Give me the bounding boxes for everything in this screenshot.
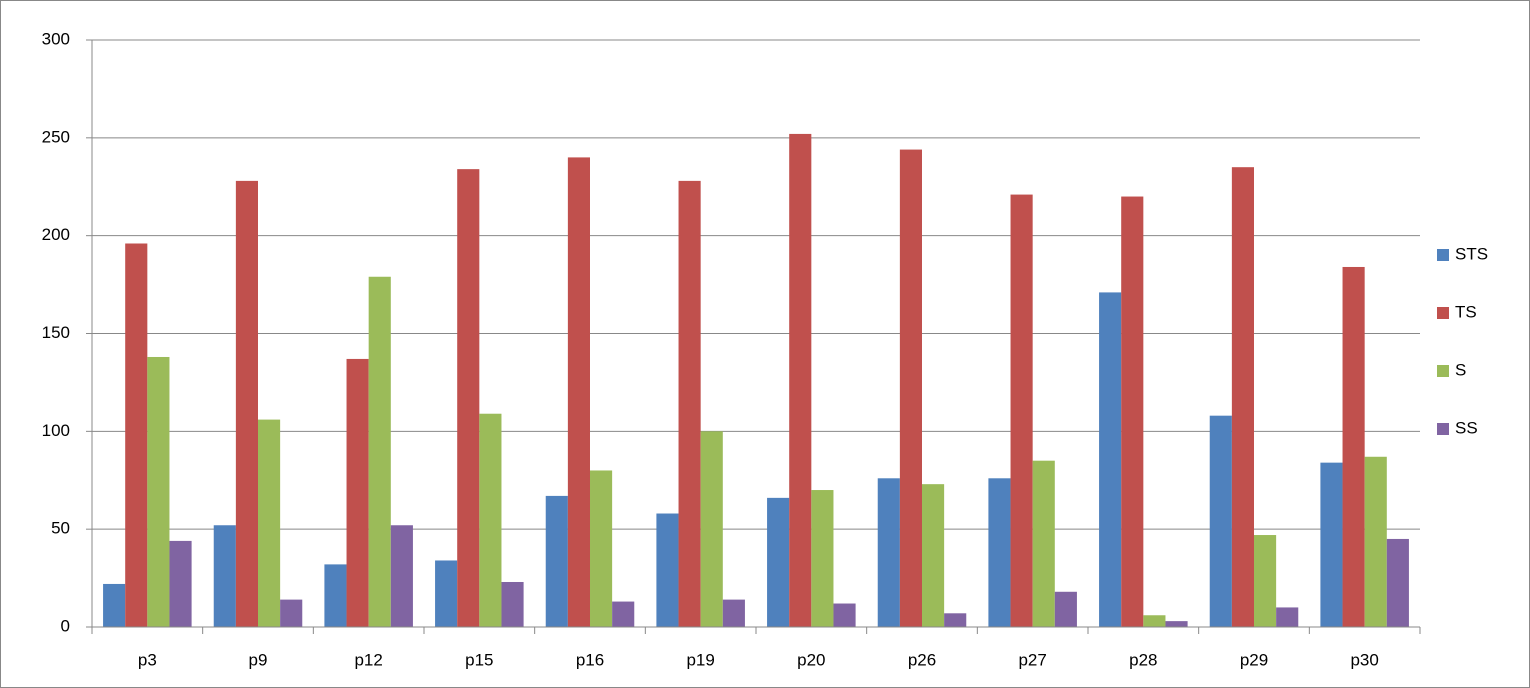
bar: [656, 514, 678, 627]
y-tick-label: 0: [61, 616, 70, 635]
bar: [723, 600, 745, 627]
bar: [546, 496, 568, 627]
bar: [1165, 621, 1187, 627]
legend-swatch: [1437, 249, 1449, 261]
bar: [568, 157, 590, 627]
bar: [236, 181, 258, 627]
legend-swatch: [1437, 423, 1449, 435]
bar: [1011, 195, 1033, 627]
bar: [612, 602, 634, 627]
bar: [369, 277, 391, 627]
bar: [1055, 592, 1077, 627]
y-tick-label: 250: [42, 127, 70, 146]
legend-label: S: [1455, 360, 1466, 379]
x-tick-label: p29: [1240, 650, 1268, 669]
bar: [988, 478, 1010, 627]
bar: [789, 134, 811, 627]
x-tick-label: p26: [908, 650, 936, 669]
bar: [435, 560, 457, 627]
y-tick-label: 300: [42, 29, 70, 48]
bar: [214, 525, 236, 627]
y-tick-label: 200: [42, 225, 70, 244]
bar: [679, 181, 701, 627]
bar: [811, 490, 833, 627]
bar: [169, 541, 191, 627]
bar: [1365, 457, 1387, 627]
bar: [1232, 167, 1254, 627]
bar: [878, 478, 900, 627]
legend-swatch: [1437, 365, 1449, 377]
page: {"chart_data": {"type": "bar", "categori…: [0, 0, 1530, 688]
bar: [1343, 267, 1365, 627]
bar: [147, 357, 169, 627]
y-tick-label: 150: [42, 323, 70, 342]
bar: [1387, 539, 1409, 627]
bar: [1099, 292, 1121, 627]
chart: 0 50 100 150 200 250 300 p3 p9 p12 p15 p16 p19 p20 p26…: [0, 0, 1530, 688]
x-tick-label: p15: [465, 650, 493, 669]
x-tick-label: p27: [1018, 650, 1046, 669]
x-tick-label: p9: [249, 650, 268, 669]
x-tick-label: p28: [1129, 650, 1157, 669]
bar: [1210, 416, 1232, 627]
bar: [280, 600, 302, 627]
x-tick-label: p3: [138, 650, 157, 669]
bar: [125, 243, 147, 627]
x-tick-label: p12: [354, 650, 382, 669]
x-tick-label: p30: [1350, 650, 1378, 669]
bar: [833, 604, 855, 627]
bar: [324, 564, 346, 627]
bar: [944, 613, 966, 627]
bar: [479, 414, 501, 627]
bar: [501, 582, 523, 627]
legend-label: TS: [1455, 302, 1477, 321]
bar: [1121, 197, 1143, 627]
bar: [391, 525, 413, 627]
bar: [347, 359, 369, 627]
legend-label: STS: [1455, 244, 1488, 263]
y-tick-label: 50: [51, 519, 70, 538]
bar: [767, 498, 789, 627]
legend-label: SS: [1455, 418, 1478, 437]
bar: [258, 420, 280, 627]
bar: [701, 431, 723, 627]
y-tick-label: 100: [42, 421, 70, 440]
x-tick-label: p20: [797, 650, 825, 669]
bar: [1143, 615, 1165, 627]
bar: [457, 169, 479, 627]
bar: [1254, 535, 1276, 627]
bar: [922, 484, 944, 627]
x-tick-label: p19: [686, 650, 714, 669]
bar: [103, 584, 125, 627]
x-tick-label: p16: [576, 650, 604, 669]
bar: [1033, 461, 1055, 627]
bar: [1320, 463, 1342, 627]
bar: [900, 150, 922, 627]
bar: [590, 470, 612, 627]
legend-swatch: [1437, 307, 1449, 319]
bar: [1276, 607, 1298, 627]
